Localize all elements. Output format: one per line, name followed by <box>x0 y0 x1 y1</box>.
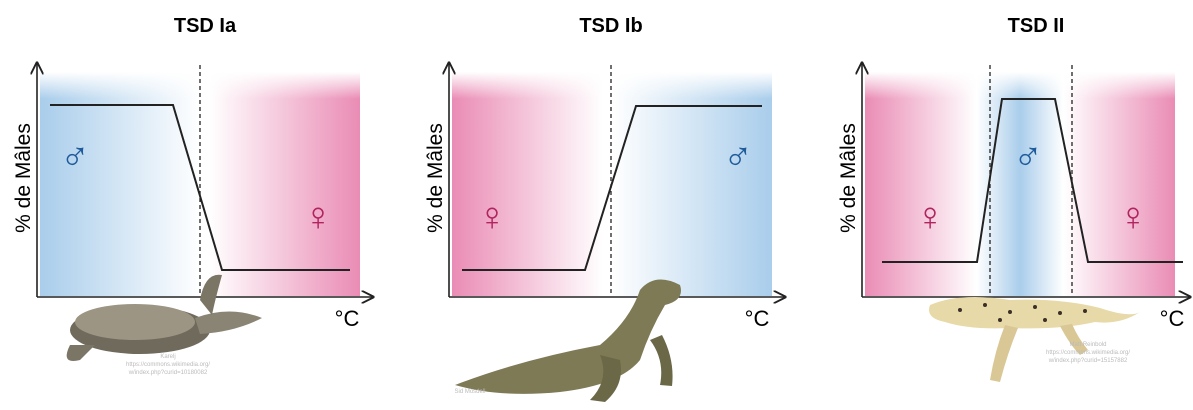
male-symbol: ♂ <box>60 135 90 179</box>
credit: https://commons.wikimedia.org/ <box>1046 350 1130 356</box>
title: TSD Ib <box>579 15 642 37</box>
male-symbol: ♂ <box>723 135 753 179</box>
female-symbol: ♀ <box>303 195 333 239</box>
female-symbol: ♀ <box>1118 195 1148 239</box>
x-label: °C <box>335 306 360 331</box>
figure: TSD Ia % de Mâles °C ♂ ♀ Karelj https://… <box>0 0 1193 410</box>
panel: TSD Ib % de Mâles °C ♀ ♂ Sid Mosdell <box>424 15 785 402</box>
credit: Matt Reinbold <box>1069 342 1106 348</box>
female-symbol: ♀ <box>915 195 945 239</box>
credit: Karelj <box>160 354 175 360</box>
y-label: % de Mâles <box>837 123 860 233</box>
y-label: % de Mâles <box>424 123 447 233</box>
credit: Sid Mosdell <box>454 389 485 395</box>
credit: https://commons.wikimedia.org/ <box>126 362 210 368</box>
title: TSD II <box>1008 15 1065 37</box>
x-label: °C <box>745 306 770 331</box>
credit: w/index.php?curid=10180082 <box>128 370 208 376</box>
y-label: % de Mâles <box>12 123 35 233</box>
tuatara <box>455 280 681 402</box>
x-label: °C <box>1160 306 1185 331</box>
female-symbol: ♀ <box>477 195 507 239</box>
title: TSD Ia <box>174 15 237 37</box>
gecko <box>929 297 1140 382</box>
panel: TSD II % de Mâles °C ♀ ♂ ♀ Matt Reinbold… <box>837 15 1190 382</box>
male-symbol: ♂ <box>1013 135 1043 179</box>
credit: w/index.php?curid=15157882 <box>1048 358 1128 364</box>
panel: TSD Ia % de Mâles °C ♂ ♀ Karelj https://… <box>12 15 373 376</box>
